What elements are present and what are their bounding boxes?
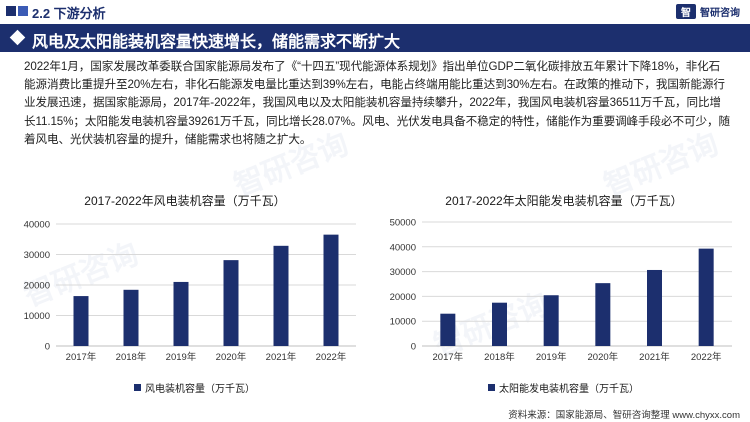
x-tick-label: 2021年 bbox=[266, 351, 297, 363]
x-tick-label: 2020年 bbox=[588, 351, 619, 363]
brand-name: 智研咨询 bbox=[700, 8, 740, 19]
solar-capacity-chart-plot: 0 10000 20000 30000 40000 50000 2017年 2018年 2019… bbox=[390, 218, 732, 363]
legend-swatch bbox=[488, 384, 495, 391]
bar bbox=[73, 296, 89, 346]
brand-logo-icon: 智 bbox=[676, 4, 696, 19]
top-header: 2.2 下游分析 智 智研咨询 bbox=[0, 0, 750, 24]
x-tick-label: 2019年 bbox=[166, 351, 197, 363]
bar bbox=[492, 302, 507, 346]
legend-swatch bbox=[134, 384, 141, 391]
y-tick-label: 0 bbox=[45, 342, 50, 353]
solar-capacity-chart: 2017-2022年太阳能发电装机容量（万千瓦） 0 10000 20000 3000… bbox=[378, 190, 750, 402]
y-tick-label: 30000 bbox=[24, 250, 50, 261]
x-tick-label: 2017年 bbox=[66, 351, 97, 363]
source-note: 资料来源：国家能源局、智研咨询整理 www.chyxx.com bbox=[508, 410, 740, 421]
y-tick-label: 40000 bbox=[390, 242, 416, 253]
x-tick-label: 2017年 bbox=[433, 351, 464, 363]
bar bbox=[223, 260, 239, 346]
section-label: 2.2 下游分析 bbox=[32, 6, 106, 21]
wind-capacity-chart-plot: 0 10000 20000 30000 40000 2017年 2018年 2019年 2020… bbox=[24, 220, 356, 363]
wind-capacity-chart: 2017-2022年风电装机容量（万千瓦） 0 10000 20000 30000 40… bbox=[0, 190, 370, 402]
bar bbox=[123, 289, 139, 346]
y-tick-label: 0 bbox=[411, 342, 416, 353]
chart-title: 2017-2022年太阳能发电装机容量（万千瓦） bbox=[445, 194, 683, 208]
bar bbox=[595, 283, 611, 346]
body-paragraph: 2022年1月，国家发展改革委联合国家能源局发布了《“十四五”现代能源体系规划》… bbox=[24, 60, 731, 146]
header-square-icon bbox=[18, 6, 28, 16]
x-tick-label: 2021年 bbox=[639, 351, 670, 363]
footer: 资料来源：国家能源局、智研咨询整理 www.chyxx.com bbox=[0, 404, 750, 422]
legend-label: 太阳能发电装机容量（万千瓦） bbox=[499, 384, 639, 395]
x-tick-label: 2018年 bbox=[116, 351, 147, 363]
legend-label: 风电装机容量（万千瓦） bbox=[145, 384, 255, 395]
bar bbox=[647, 269, 662, 346]
bar bbox=[273, 245, 289, 346]
y-tick-label: 20000 bbox=[24, 281, 50, 292]
x-tick-label: 2020年 bbox=[216, 351, 247, 363]
y-tick-label: 10000 bbox=[24, 311, 50, 322]
chart-legend: 风电装机容量（万千瓦） bbox=[134, 380, 255, 395]
y-tick-label: 40000 bbox=[24, 220, 50, 231]
y-tick-label: 20000 bbox=[390, 292, 416, 303]
bar bbox=[543, 295, 559, 346]
title-banner: 风电及太阳能装机容量快速增长，储能需求不断扩大 bbox=[0, 24, 750, 52]
y-tick-label: 30000 bbox=[390, 267, 416, 278]
x-tick-label: 2018年 bbox=[484, 351, 515, 363]
y-tick-label: 10000 bbox=[390, 317, 416, 328]
chart-legend: 太阳能发电装机容量（万千瓦） bbox=[488, 380, 639, 395]
y-tick-label: 50000 bbox=[390, 218, 416, 229]
diamond-icon bbox=[9, 29, 26, 46]
bar bbox=[173, 281, 189, 346]
page-title: 风电及太阳能装机容量快速增长，储能需求不断扩大 bbox=[32, 34, 401, 51]
brand: 智 智研咨询 bbox=[676, 4, 740, 19]
x-tick-label: 2019年 bbox=[536, 351, 567, 363]
bar bbox=[323, 234, 339, 346]
x-tick-label: 2022年 bbox=[316, 351, 347, 363]
chart-title: 2017-2022年风电装机容量（万千瓦） bbox=[84, 194, 286, 208]
bar bbox=[698, 248, 714, 346]
header-square-icon bbox=[6, 6, 16, 16]
bar bbox=[440, 313, 456, 346]
x-tick-label: 2022年 bbox=[691, 351, 722, 363]
